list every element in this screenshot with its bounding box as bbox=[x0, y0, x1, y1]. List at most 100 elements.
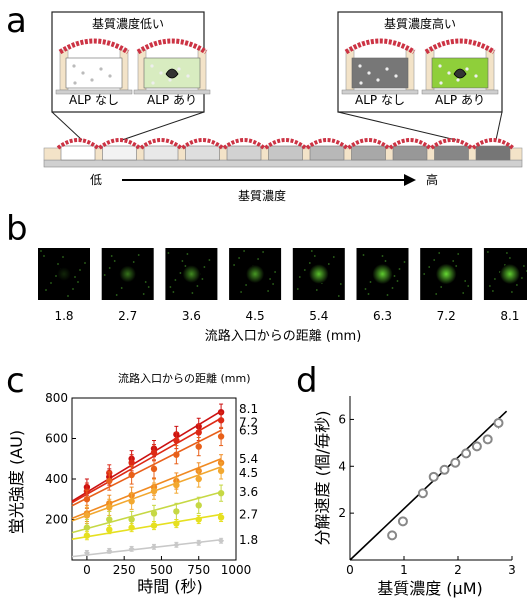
noise-speck bbox=[137, 254, 140, 256]
fluorescent-spot bbox=[119, 265, 136, 283]
well-base bbox=[55, 89, 133, 95]
substrate-dot bbox=[447, 71, 451, 75]
noise-speck bbox=[398, 268, 401, 270]
chart-c-point bbox=[106, 547, 113, 554]
chart-d-point bbox=[493, 417, 504, 428]
chart-c-point bbox=[195, 502, 202, 509]
chart-c-point bbox=[195, 429, 202, 436]
low-with-alp-label: ALP あり bbox=[147, 93, 197, 107]
fluorescent-spot bbox=[372, 264, 393, 284]
chart-c-fit-line bbox=[71, 429, 222, 507]
substrate-dot bbox=[108, 74, 112, 78]
chart-c-ytick-label: 200 bbox=[45, 513, 68, 527]
arrow-head-icon bbox=[404, 174, 416, 186]
chart-c-point bbox=[173, 520, 180, 527]
channel-chamber bbox=[102, 145, 137, 161]
chart-c-point bbox=[173, 481, 180, 489]
low-box-title: 基質濃度低い bbox=[92, 16, 164, 31]
noise-speck bbox=[203, 266, 206, 268]
noise-speck bbox=[339, 283, 342, 285]
chart-c-point bbox=[173, 451, 180, 458]
noise-speck bbox=[84, 262, 86, 264]
substrate-dot bbox=[456, 78, 460, 82]
substrate-dot bbox=[168, 78, 172, 82]
well-base bbox=[421, 89, 499, 95]
noise-speck bbox=[489, 285, 491, 287]
noise-speck bbox=[327, 263, 330, 265]
chart-c-ytick-label: 600 bbox=[45, 432, 68, 446]
noise-speck bbox=[57, 263, 59, 265]
chart-d-point bbox=[417, 488, 428, 499]
channel-chamber bbox=[434, 145, 469, 161]
chart-c-series-label-6.3: 6.3 bbox=[239, 423, 258, 437]
distance-label-2: 2.7 bbox=[118, 309, 137, 323]
noise-speck bbox=[313, 255, 316, 257]
noise-speck bbox=[308, 262, 311, 264]
chart-d-fit-line bbox=[349, 410, 508, 561]
well-base bbox=[133, 89, 211, 95]
noise-speck bbox=[467, 285, 470, 287]
distance-label-6: 6.3 bbox=[373, 309, 392, 323]
substrate-dot bbox=[465, 67, 469, 71]
chart-c-series-4.5: 4.5 bbox=[71, 462, 258, 525]
chart-c-point bbox=[128, 516, 135, 523]
distance-label-4: 4.5 bbox=[246, 309, 265, 323]
noise-speck bbox=[391, 287, 394, 289]
noise-speck bbox=[435, 293, 438, 295]
noise-speck bbox=[464, 280, 467, 282]
noise-speck bbox=[269, 278, 271, 280]
zoom-line-high-left bbox=[337, 111, 457, 141]
substrate-dot bbox=[73, 81, 77, 85]
micrograph-8 bbox=[483, 248, 527, 300]
noise-speck bbox=[403, 261, 406, 263]
chart-d-xtick-label: 1 bbox=[400, 563, 408, 577]
noise-speck bbox=[364, 288, 367, 290]
chart-c-series-label-5.4: 5.4 bbox=[239, 452, 258, 466]
noise-speck bbox=[174, 279, 177, 281]
well-high-with-alp bbox=[421, 38, 499, 95]
chart-c-ylabel: 蛍光強度 (AU) bbox=[7, 430, 26, 534]
fluorescent-spot bbox=[435, 263, 457, 285]
channel-chamber bbox=[143, 145, 179, 161]
chart-d-point bbox=[482, 434, 493, 445]
noise-speck bbox=[79, 269, 81, 271]
chart-d-xtick-label: 3 bbox=[508, 563, 516, 577]
fluorescent-spot bbox=[499, 264, 520, 284]
chart-c-series-label-2.7: 2.7 bbox=[239, 507, 258, 521]
noise-speck bbox=[108, 267, 111, 269]
noise-speck bbox=[423, 273, 426, 275]
cell-layer bbox=[424, 38, 496, 55]
noise-speck bbox=[186, 253, 189, 255]
chart-c-series-label-1.8: 1.8 bbox=[239, 533, 258, 547]
panel-c-letter: c bbox=[6, 361, 25, 401]
substrate-dot bbox=[438, 64, 442, 68]
distance-label-5: 5.4 bbox=[309, 309, 328, 323]
noise-speck bbox=[303, 269, 306, 271]
chart-c-point bbox=[217, 433, 225, 440]
panel-b-letter: b bbox=[6, 209, 28, 249]
chart-c-fit-line bbox=[71, 458, 222, 520]
noise-speck bbox=[184, 265, 187, 267]
chart-d-ytick-label: 4 bbox=[338, 459, 346, 473]
noise-speck bbox=[74, 276, 76, 278]
chart-c-point bbox=[83, 532, 91, 539]
panel-b-axis-label: 流路入口からの距離 (mm) bbox=[205, 328, 362, 344]
chart-d-ytick-label: 6 bbox=[338, 412, 346, 426]
noise-speck bbox=[272, 283, 274, 285]
chart-c-point bbox=[128, 471, 135, 479]
noise-speck bbox=[523, 265, 525, 267]
noise-speck bbox=[511, 291, 513, 293]
micrograph-1 bbox=[38, 248, 90, 300]
noise-speck bbox=[433, 259, 436, 261]
chart-c-point bbox=[150, 465, 158, 473]
noise-speck bbox=[45, 289, 47, 291]
substrate-dot bbox=[177, 67, 181, 71]
micrograph-5 bbox=[292, 248, 345, 300]
channel-chamber bbox=[309, 145, 345, 161]
arrow-axis-label: 基質濃度 bbox=[238, 188, 286, 203]
noise-speck bbox=[386, 294, 389, 296]
noise-speck bbox=[103, 274, 106, 276]
panel-a-letter: a bbox=[6, 1, 27, 41]
substrate-dot bbox=[186, 74, 190, 78]
noise-speck bbox=[384, 260, 387, 262]
